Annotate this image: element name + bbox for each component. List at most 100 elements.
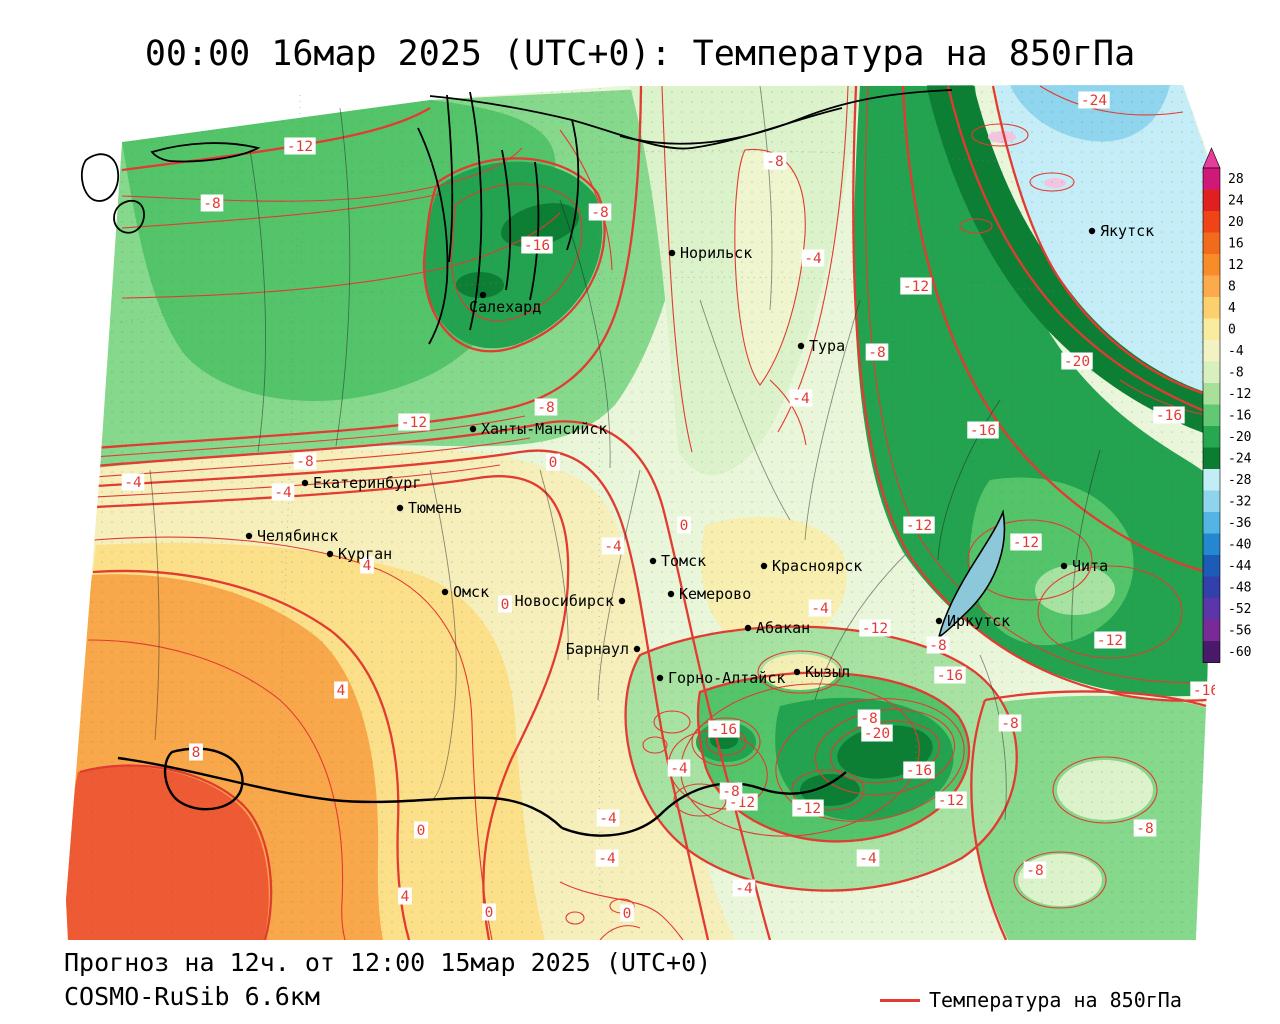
forecast-caption: Прогноз на 12ч. от 12:00 15мар 2025 (UTC… [64, 948, 712, 977]
isotherm-label-box [271, 483, 295, 501]
city-dot [441, 588, 449, 596]
city-label: Норильск [680, 244, 752, 262]
colorbar-label: 24 [1228, 194, 1244, 209]
colorbar-cell [1203, 555, 1220, 577]
colorbar-cell [1203, 576, 1220, 599]
colorbar-cell [1203, 318, 1220, 341]
isotherm-label: -4 [859, 851, 877, 867]
isotherm-label: -4 [735, 881, 753, 897]
isotherm-label-box [334, 681, 348, 699]
colorbar-cell [1203, 254, 1220, 276]
isotherm-label-box [121, 473, 145, 491]
isotherm-labels: -12-8-8-16-8-4-12-24-20-16-16-8-12-8-4-4… [121, 91, 1219, 922]
map-legend: Температура на 850гПа [880, 988, 1182, 1012]
isotherm-label-box [1023, 861, 1047, 879]
colorbar-label: -52 [1228, 602, 1251, 617]
isotherm-label: -4 [792, 391, 810, 407]
colorbar-cell [1203, 232, 1220, 255]
isotherm-label-box [801, 249, 825, 267]
colorbar-label: 20 [1228, 215, 1244, 230]
isotherm-label: -8 [203, 196, 220, 212]
isotherm-label-box [856, 849, 880, 867]
colorbar-cell [1203, 426, 1220, 448]
isotherm-label-box [601, 537, 625, 555]
legend-label: Температура на 850гПа [929, 988, 1182, 1012]
colorbar-cell [1203, 383, 1220, 405]
city-dot [668, 249, 676, 257]
colorbar-cell [1203, 641, 1220, 663]
colorbar-cell [1203, 598, 1220, 620]
colorbar-cell [1203, 404, 1220, 427]
isotherm-label-box [865, 343, 889, 361]
city-label: Чита [1072, 557, 1108, 575]
temperature-field [66, 85, 1215, 940]
isotherm-label: -16 [937, 668, 963, 684]
isotherm-label-box [903, 516, 935, 534]
isotherm-label-box [284, 137, 316, 155]
colorbar-label: -60 [1228, 645, 1251, 660]
colorbar-label: -24 [1228, 452, 1252, 467]
city-dot [479, 291, 487, 299]
city-label: Салехард [469, 298, 541, 316]
isotherm-label: -12 [903, 279, 929, 295]
isotherm-label: -16 [906, 763, 932, 779]
isotherm-label-box [763, 152, 787, 170]
colorbar-cell [1203, 361, 1220, 384]
isotherm-label-box [588, 203, 612, 221]
page-title: 00:00 16мар 2025 (UTC+0): Температура на… [144, 34, 1136, 74]
colorbar-cell [1203, 619, 1220, 642]
colorbar-label: 0 [1228, 323, 1236, 338]
colorbar-label: -28 [1228, 473, 1251, 488]
city-label: Курган [338, 545, 392, 563]
colorbar-cell [1203, 297, 1220, 319]
city-label: Челябинск [257, 527, 338, 545]
isotherm-label: -20 [1064, 354, 1090, 370]
colorbar-label: 16 [1228, 237, 1244, 252]
isotherm-label: -12 [938, 793, 964, 809]
colorbar-label: -56 [1228, 624, 1251, 639]
city-label: Тура [809, 337, 845, 355]
isotherm-label: -12 [1013, 535, 1039, 551]
city-dot [760, 562, 768, 570]
colorbar-cell [1203, 469, 1220, 491]
city-label: Кызыл [805, 663, 850, 681]
isotherm-label-box [414, 821, 428, 839]
isotherm-label: -12 [1097, 633, 1123, 649]
isotherm-label-box [482, 903, 496, 921]
isotherm-label-box [1190, 681, 1215, 699]
isotherm-label-box [1133, 819, 1157, 837]
city-dot [1060, 562, 1068, 570]
isotherm-label: -20 [864, 726, 890, 742]
isotherm-label: 0 [549, 455, 558, 471]
isotherm-label: -16 [1193, 683, 1219, 699]
isotherm-label-box [719, 782, 743, 800]
city-label: Барнаул [566, 640, 629, 658]
colorbar-label: -12 [1228, 387, 1251, 402]
country-borders [117, 747, 847, 837]
city-dot [744, 624, 752, 632]
isotherm-label: -16 [524, 238, 550, 254]
colorbar-label: -48 [1228, 581, 1251, 596]
colorbar-cell [1203, 447, 1220, 470]
city-label: Томск [661, 552, 706, 570]
isotherm-label-box [861, 724, 893, 742]
isotherm-label: 8 [192, 745, 201, 761]
city-dot [649, 557, 657, 565]
colorbar-label: 28 [1228, 172, 1244, 187]
colorbar-cell [1203, 533, 1220, 556]
isotherm-label: -12 [795, 801, 821, 817]
isotherm-label-box [900, 277, 932, 295]
city-label: Екатеринбург [313, 474, 421, 492]
city-label: Якутск [1100, 222, 1154, 240]
colorbar-label: -16 [1228, 409, 1251, 424]
colorbar-label: -44 [1228, 559, 1252, 574]
isotherm-label-box [792, 799, 824, 817]
isotherm-label: -4 [598, 851, 616, 867]
isotherm-label-box [857, 709, 881, 727]
city-dot [326, 550, 334, 558]
isotherm-label: -12 [287, 139, 313, 155]
isotherm-label: -8 [766, 154, 783, 170]
isotherm-label: 4 [363, 558, 372, 574]
